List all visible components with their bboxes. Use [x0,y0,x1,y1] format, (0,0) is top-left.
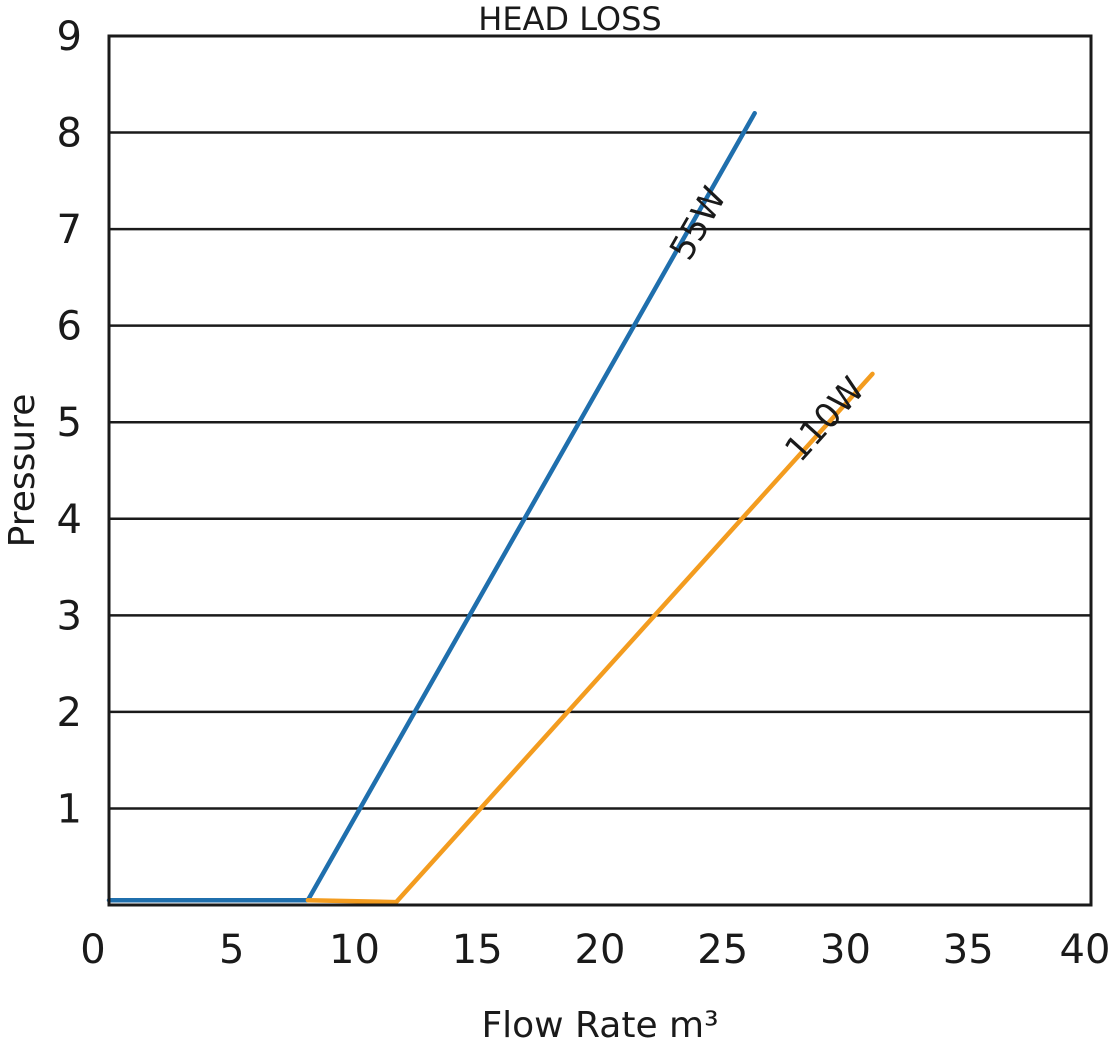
y-axis-label: Pressure [2,394,43,548]
y-tick-label: 5 [57,400,82,446]
series-line-55W [106,110,757,903]
y-tick-label: 8 [57,111,82,157]
y-tick-label: 1 [57,786,82,832]
y-tick-label: 4 [57,497,82,543]
series-line-110W [305,371,875,905]
x-tick-label: 30 [820,927,871,973]
y-tick-label: 7 [57,207,82,253]
x-tick-label: 5 [219,927,244,973]
y-tick-label: 9 [57,14,82,60]
x-axis-label: Flow Rate m³ [481,1005,718,1039]
gridlines [109,34,1091,810]
x-tick-label: 15 [452,927,503,973]
x-tick-labels: 0 5 10 15 20 25 30 35 40 [80,927,1110,973]
x-tick-label: 35 [943,927,994,973]
y-tick-label: 2 [57,690,82,736]
y-tick-labels: 1 2 3 4 5 6 7 8 9 [57,14,82,832]
y-tick-label: 6 [57,304,82,350]
y-tick-label: 3 [57,593,82,639]
series-annotation-110W: 110W [777,370,873,470]
plot-frame [107,34,1093,907]
x-tick-label: 0 [80,927,105,973]
x-tick-label: 25 [697,927,748,973]
x-tick-label: 20 [575,927,626,973]
series-annotation-55W: 55W [662,180,735,267]
x-tick-label: 40 [1060,927,1111,973]
series-lines [106,110,875,905]
x-tick-label: 10 [329,927,380,973]
chart-title: HEAD LOSS [478,0,661,38]
